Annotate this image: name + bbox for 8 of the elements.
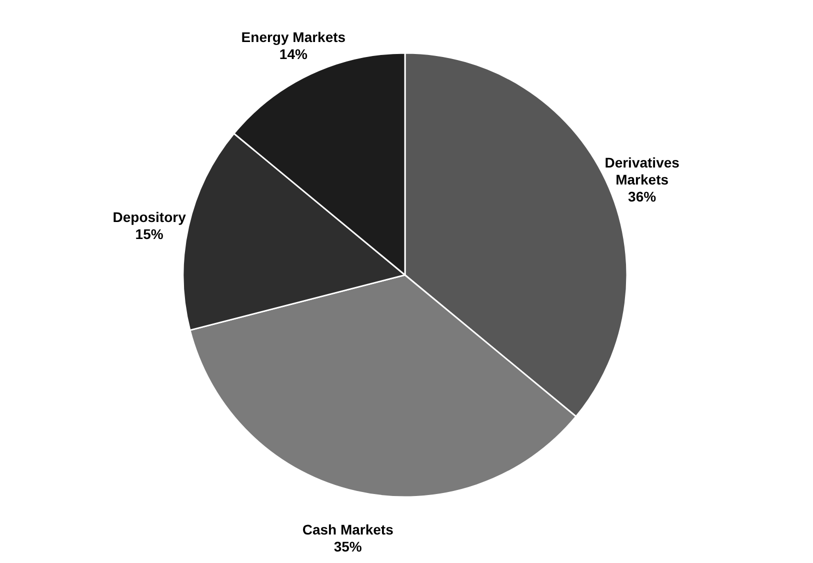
slice-label: Derivatives Markets bbox=[604, 154, 680, 188]
slice-label: Cash Markets bbox=[302, 522, 394, 538]
data-label: 14% bbox=[279, 46, 308, 62]
data-label: 36% bbox=[628, 188, 657, 204]
data-label: 15% bbox=[135, 226, 164, 242]
slice-label: Depository bbox=[112, 208, 186, 225]
slice-label: Energy Markets bbox=[241, 28, 346, 45]
data-label: 35% bbox=[334, 538, 362, 555]
